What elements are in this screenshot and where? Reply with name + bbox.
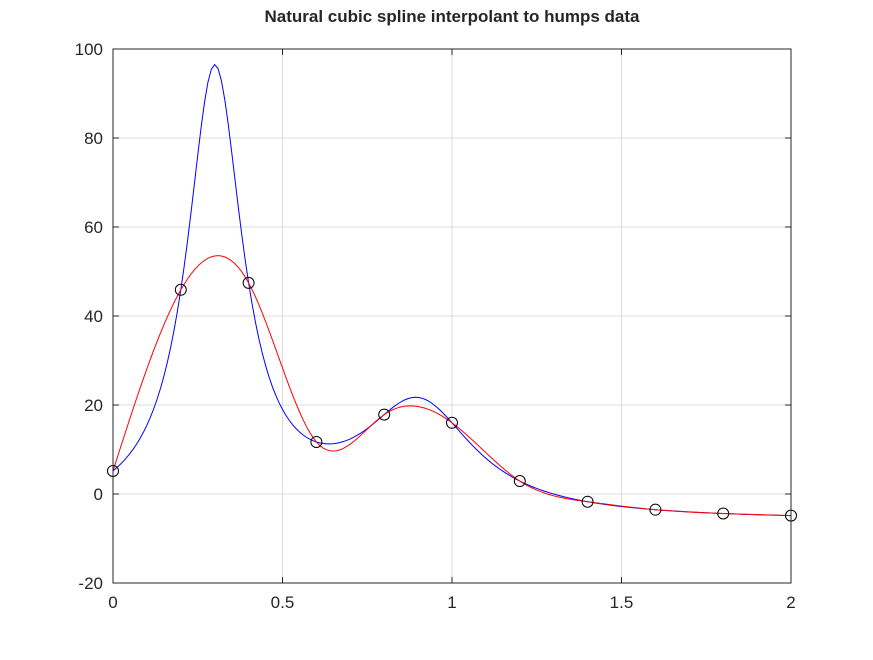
data-point-marker [513, 475, 526, 488]
data-point-marker [649, 503, 662, 516]
y-tick-label: 0 [94, 485, 103, 504]
y-tick-label: -20 [78, 574, 103, 593]
spline-line [112, 255, 792, 517]
x-tick-label: 1 [447, 593, 456, 612]
y-tick-label: 40 [84, 307, 103, 326]
ticks: 0 0.5 1 1.5 2 -20 0 20 40 60 80 100 [75, 40, 796, 612]
y-tick-label: 20 [84, 396, 103, 415]
data-point-marker [174, 283, 187, 296]
data-point-marker [446, 416, 458, 429]
data-point-marker [310, 435, 323, 448]
y-tick-label: 60 [84, 218, 103, 237]
x-tick-label: 1.5 [610, 593, 634, 612]
y-tick-label: 100 [75, 40, 103, 59]
data-point-marker [581, 495, 594, 508]
chart-title: Natural cubic spline interpolant to hump… [265, 7, 641, 26]
plot-frame [112, 48, 792, 584]
x-tick-label: 0.5 [271, 593, 295, 612]
curves [112, 63, 792, 517]
data-point-marker [717, 507, 730, 520]
data-markers [107, 276, 797, 522]
data-point-marker [378, 408, 391, 421]
y-tick-label: 80 [84, 129, 103, 148]
data-point-marker [242, 276, 255, 289]
x-tick-label: 0 [108, 593, 117, 612]
x-tick-label: 2 [786, 593, 795, 612]
